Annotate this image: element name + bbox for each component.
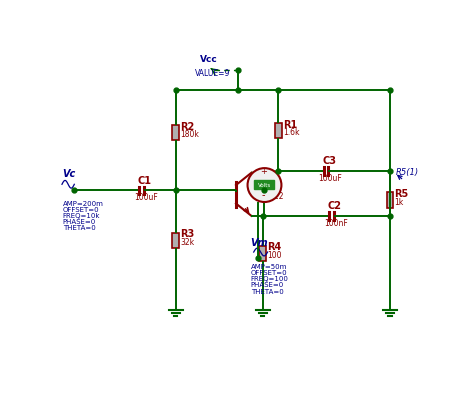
Text: +: + [260, 166, 267, 176]
Text: 100: 100 [267, 251, 282, 260]
Bar [255, 180, 274, 189]
Text: C2: C2 [328, 201, 342, 211]
Text: Volts: Volts [258, 182, 271, 188]
Bar [173, 125, 179, 140]
Text: FREQ=100: FREQ=100 [251, 276, 289, 282]
Text: 100nF: 100nF [324, 219, 347, 228]
Text: C3: C3 [322, 156, 336, 166]
Text: Vc: Vc [62, 168, 75, 178]
Text: PHASE=0: PHASE=0 [63, 219, 96, 225]
Text: Vcc: Vcc [200, 55, 218, 64]
Text: R3: R3 [181, 230, 195, 240]
Text: 100uF: 100uF [134, 194, 158, 202]
Text: 32k: 32k [181, 238, 195, 247]
Text: PHASE=0: PHASE=0 [251, 282, 284, 288]
Text: Vm: Vm [251, 238, 268, 248]
Text: OFFSET=0: OFFSET=0 [251, 270, 287, 276]
Bar [386, 192, 393, 208]
Text: C1: C1 [137, 176, 151, 186]
Text: R2: R2 [181, 122, 195, 132]
Text: R5: R5 [394, 189, 408, 199]
Text: AMP=200m: AMP=200m [63, 201, 104, 207]
Text: 180k: 180k [181, 130, 200, 139]
Text: THETA=0: THETA=0 [63, 226, 95, 232]
Text: R1: R1 [283, 120, 297, 130]
Bar [173, 233, 179, 248]
Text: 1.6k: 1.6k [283, 128, 300, 137]
Text: Q1: Q1 [255, 183, 270, 193]
Text: 100uF: 100uF [319, 174, 342, 183]
Text: OFFSET=0: OFFSET=0 [63, 207, 100, 213]
Text: VALUE=9: VALUE=9 [195, 69, 230, 78]
Text: R5(1): R5(1) [396, 168, 419, 177]
Text: R4: R4 [267, 242, 282, 252]
Text: THETA=0: THETA=0 [251, 289, 283, 295]
Circle shape [247, 168, 282, 202]
Bar [259, 246, 266, 261]
Bar [275, 123, 282, 138]
Text: 2N2222: 2N2222 [255, 192, 284, 201]
Text: AMP=50m: AMP=50m [251, 264, 287, 270]
Text: FREQ=10k: FREQ=10k [63, 213, 100, 219]
Text: -: - [262, 190, 265, 200]
Text: 1k: 1k [394, 198, 403, 207]
